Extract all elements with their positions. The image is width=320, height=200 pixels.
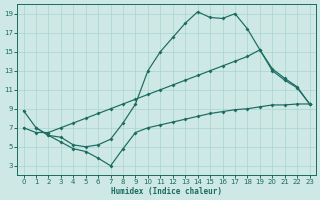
- X-axis label: Humidex (Indice chaleur): Humidex (Indice chaleur): [111, 187, 222, 196]
